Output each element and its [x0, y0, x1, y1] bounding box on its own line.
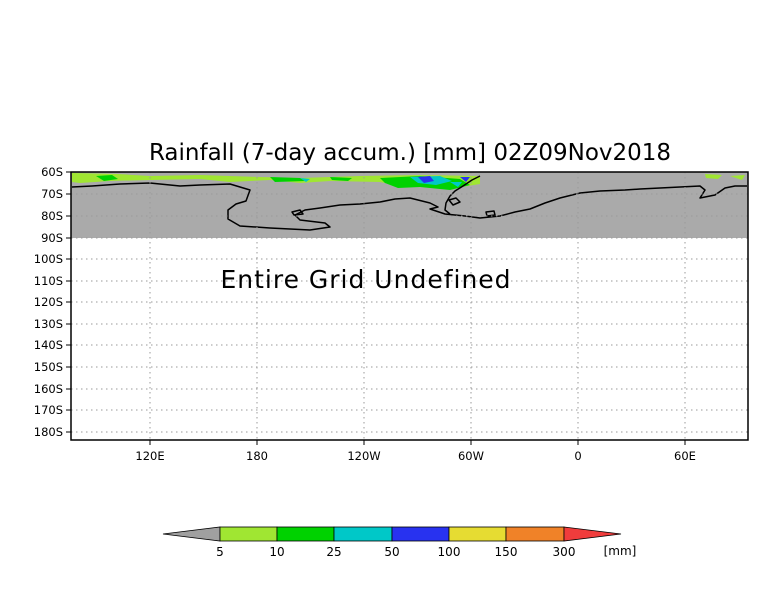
colorbar-over-triangle — [563, 526, 622, 542]
lat-label: 160S — [34, 382, 63, 396]
colorbar-under-triangle — [162, 526, 221, 542]
colorbar-label: 10 — [269, 545, 284, 559]
lon-label: 0 — [574, 449, 581, 463]
lat-label: 70S — [41, 187, 63, 201]
longitude-labels: 120E 180 120W 60W 0 60E — [135, 449, 696, 463]
lat-label: 100S — [34, 252, 63, 266]
lat-label: 60S — [41, 165, 63, 179]
colorbar-label: 50 — [384, 545, 399, 559]
lat-label: 140S — [34, 338, 63, 352]
lat-label: 110S — [34, 274, 63, 288]
colorbar-label: 300 — [553, 545, 576, 559]
lon-label: 60W — [458, 449, 484, 463]
lat-label: 170S — [34, 403, 63, 417]
map-panel: 60S 70S 80S 90S 100S 110S 120S 130S 140S… — [34, 165, 749, 463]
rain-patch-green — [96, 175, 470, 190]
latitude-labels: 60S 70S 80S 90S 100S 110S 120S 130S 140S… — [34, 165, 63, 439]
colorbar-bin — [391, 526, 450, 542]
island-3 — [291, 209, 304, 216]
map-frame — [70, 171, 749, 441]
colorbar-label: 150 — [495, 545, 518, 559]
lat-label: 90S — [41, 231, 63, 245]
colorbar-bin — [505, 526, 565, 542]
colorbar-bin — [333, 526, 393, 542]
colorbar-unit: [mm] — [604, 544, 637, 558]
lon-label: 60E — [674, 449, 696, 463]
rain-patch-right — [705, 174, 745, 180]
colorbar-bin — [448, 526, 507, 542]
lat-label: 80S — [41, 209, 63, 223]
axis-ticks — [66, 171, 686, 445]
colorbar-label: 5 — [216, 545, 224, 559]
colorbar-bin — [219, 526, 278, 542]
lat-label: 150S — [34, 360, 63, 374]
island-1 — [448, 197, 461, 206]
rain-patch-blue — [418, 176, 470, 183]
colorbar-label: 25 — [326, 545, 341, 559]
lat-label: 120S — [34, 295, 63, 309]
lon-label: 120E — [135, 449, 164, 463]
undefined-grid-message: Entire Grid Undefined — [220, 265, 511, 294]
lon-label: 120W — [347, 449, 380, 463]
antarctica-coastline — [71, 182, 747, 231]
colorbar: 5 10 25 50 100 150 300 [mm] — [162, 526, 637, 559]
island-2 — [485, 210, 496, 217]
lat-label: 180S — [34, 425, 63, 439]
lat-label: 130S — [34, 317, 63, 331]
colorbar-label: 100 — [438, 545, 461, 559]
colorbar-bin — [276, 526, 335, 542]
rainfall-patches — [72, 173, 745, 190]
map-title: Rainfall (7-day accum.) [mm] 02Z09Nov201… — [149, 140, 671, 166]
lon-label: 180 — [246, 449, 268, 463]
